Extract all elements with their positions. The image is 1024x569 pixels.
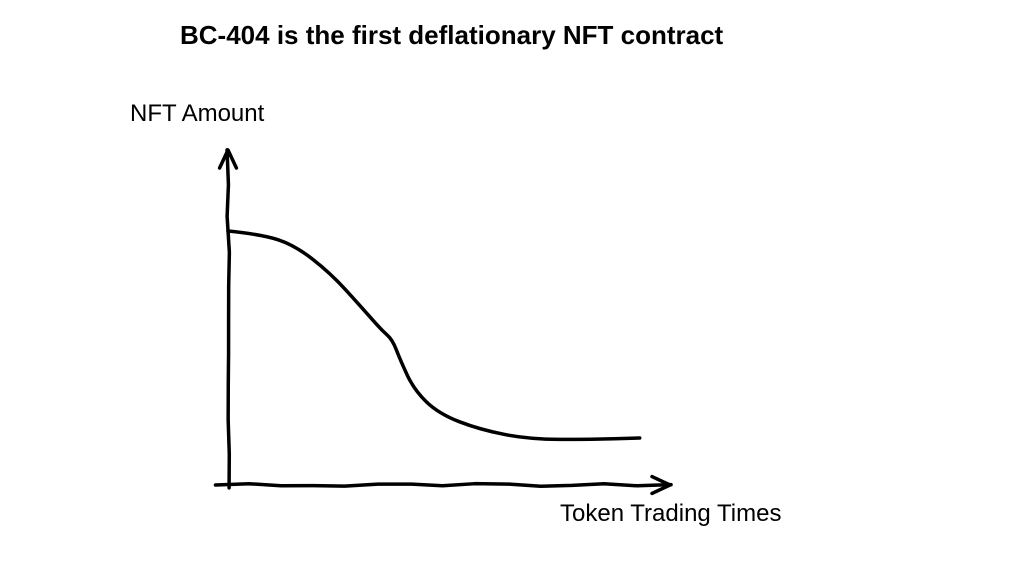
- chart-svg: [0, 0, 1024, 569]
- chart-canvas: BC-404 is the first deflationary NFT con…: [0, 0, 1024, 569]
